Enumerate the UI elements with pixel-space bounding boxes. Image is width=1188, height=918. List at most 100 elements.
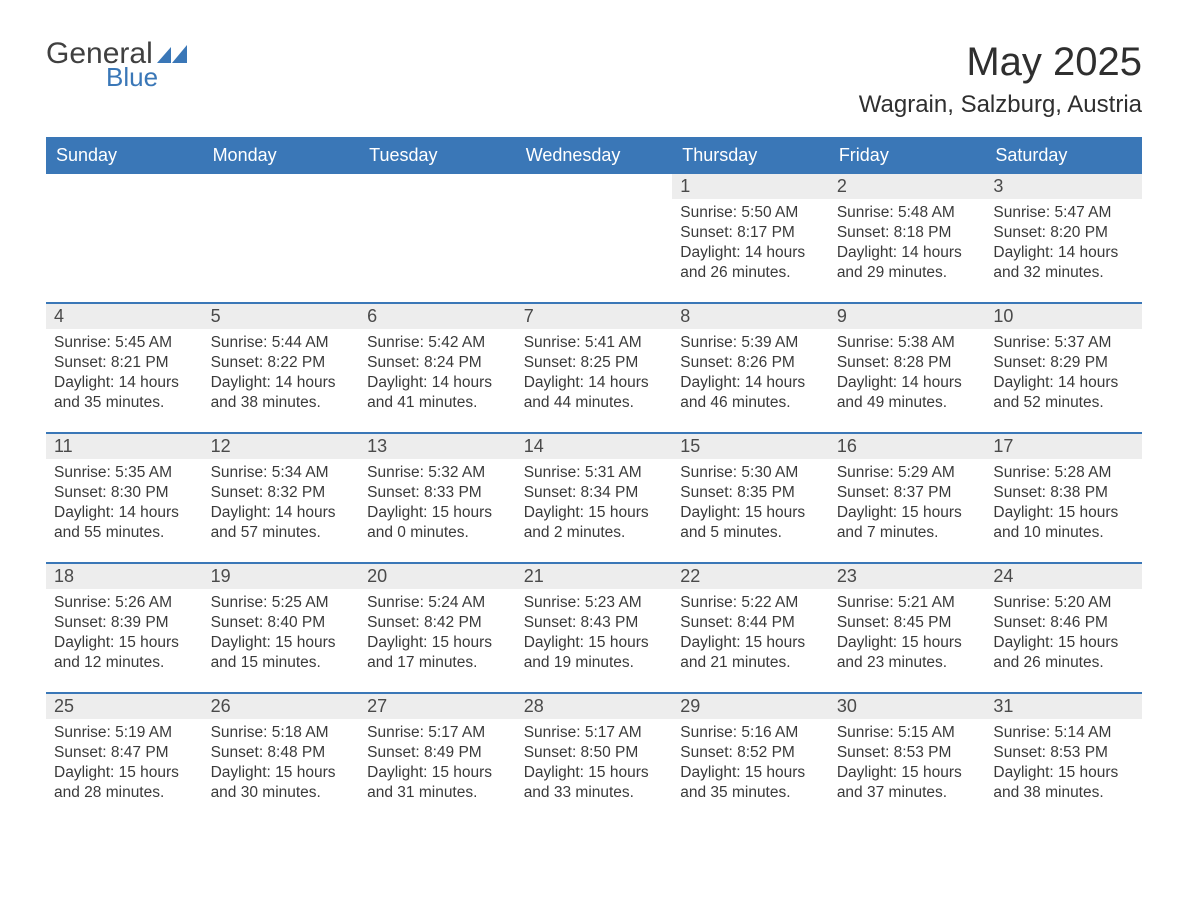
day-content: Sunrise: 5:42 AMSunset: 8:24 PMDaylight:… xyxy=(359,329,516,422)
sunrise-text: Sunrise: 5:48 AM xyxy=(837,203,978,223)
daylight-text: Daylight: 15 hours xyxy=(367,763,508,783)
daylight-text: Daylight: 15 hours xyxy=(524,503,665,523)
sunset-text: Sunset: 8:30 PM xyxy=(54,483,195,503)
day-content: Sunrise: 5:17 AMSunset: 8:50 PMDaylight:… xyxy=(516,719,673,812)
day-content: Sunrise: 5:19 AMSunset: 8:47 PMDaylight:… xyxy=(46,719,203,812)
day-number: 8 xyxy=(672,304,829,329)
sunrise-text: Sunrise: 5:16 AM xyxy=(680,723,821,743)
day-number: 16 xyxy=(829,434,986,459)
calendar-cell: .. xyxy=(203,173,360,303)
day-content: Sunrise: 5:21 AMSunset: 8:45 PMDaylight:… xyxy=(829,589,986,682)
daylight-text: Daylight: 15 hours xyxy=(211,763,352,783)
sunrise-text: Sunrise: 5:17 AM xyxy=(367,723,508,743)
calendar-cell: 6Sunrise: 5:42 AMSunset: 8:24 PMDaylight… xyxy=(359,303,516,433)
daylight-text: and 35 minutes. xyxy=(680,783,821,803)
day-number: 21 xyxy=(516,564,673,589)
daylight-text: Daylight: 15 hours xyxy=(54,763,195,783)
daylight-text: Daylight: 15 hours xyxy=(993,633,1134,653)
sunrise-text: Sunrise: 5:38 AM xyxy=(837,333,978,353)
day-content: Sunrise: 5:26 AMSunset: 8:39 PMDaylight:… xyxy=(46,589,203,682)
daylight-text: and 15 minutes. xyxy=(211,653,352,673)
day-number: 31 xyxy=(985,694,1142,719)
day-header: Thursday xyxy=(672,138,829,173)
title-block: May 2025 Wagrain, Salzburg, Austria xyxy=(859,40,1142,119)
day-content: Sunrise: 5:23 AMSunset: 8:43 PMDaylight:… xyxy=(516,589,673,682)
month-title: May 2025 xyxy=(859,40,1142,85)
sunset-text: Sunset: 8:47 PM xyxy=(54,743,195,763)
daylight-text: Daylight: 14 hours xyxy=(680,243,821,263)
calendar-cell: .. xyxy=(359,173,516,303)
sunset-text: Sunset: 8:46 PM xyxy=(993,613,1134,633)
day-number: 3 xyxy=(985,174,1142,199)
sunrise-text: Sunrise: 5:25 AM xyxy=(211,593,352,613)
daylight-text: Daylight: 14 hours xyxy=(367,373,508,393)
sunrise-text: Sunrise: 5:35 AM xyxy=(54,463,195,483)
daylight-text: and 19 minutes. xyxy=(524,653,665,673)
calendar-cell: 16Sunrise: 5:29 AMSunset: 8:37 PMDayligh… xyxy=(829,433,986,563)
daylight-text: and 33 minutes. xyxy=(524,783,665,803)
sunrise-text: Sunrise: 5:19 AM xyxy=(54,723,195,743)
daylight-text: Daylight: 15 hours xyxy=(680,633,821,653)
sunrise-text: Sunrise: 5:22 AM xyxy=(680,593,821,613)
sunrise-text: Sunrise: 5:39 AM xyxy=(680,333,821,353)
day-number: 28 xyxy=(516,694,673,719)
calendar-row: 25Sunrise: 5:19 AMSunset: 8:47 PMDayligh… xyxy=(46,693,1142,823)
daylight-text: and 5 minutes. xyxy=(680,523,821,543)
sunrise-text: Sunrise: 5:23 AM xyxy=(524,593,665,613)
daylight-text: Daylight: 14 hours xyxy=(54,503,195,523)
calendar-cell: .. xyxy=(516,173,673,303)
day-number: 23 xyxy=(829,564,986,589)
sunset-text: Sunset: 8:18 PM xyxy=(837,223,978,243)
daylight-text: Daylight: 15 hours xyxy=(367,503,508,523)
day-content: Sunrise: 5:38 AMSunset: 8:28 PMDaylight:… xyxy=(829,329,986,422)
sunset-text: Sunset: 8:53 PM xyxy=(993,743,1134,763)
day-content: Sunrise: 5:28 AMSunset: 8:38 PMDaylight:… xyxy=(985,459,1142,552)
calendar-cell: 4Sunrise: 5:45 AMSunset: 8:21 PMDaylight… xyxy=(46,303,203,433)
sunrise-text: Sunrise: 5:50 AM xyxy=(680,203,821,223)
calendar-cell: 22Sunrise: 5:22 AMSunset: 8:44 PMDayligh… xyxy=(672,563,829,693)
calendar-cell: 15Sunrise: 5:30 AMSunset: 8:35 PMDayligh… xyxy=(672,433,829,563)
day-content: Sunrise: 5:15 AMSunset: 8:53 PMDaylight:… xyxy=(829,719,986,812)
calendar-cell: 20Sunrise: 5:24 AMSunset: 8:42 PMDayligh… xyxy=(359,563,516,693)
sunrise-text: Sunrise: 5:34 AM xyxy=(211,463,352,483)
daylight-text: Daylight: 14 hours xyxy=(993,243,1134,263)
sunset-text: Sunset: 8:40 PM xyxy=(211,613,352,633)
daylight-text: and 21 minutes. xyxy=(680,653,821,673)
sunset-text: Sunset: 8:52 PM xyxy=(680,743,821,763)
daylight-text: Daylight: 15 hours xyxy=(680,763,821,783)
sunrise-text: Sunrise: 5:28 AM xyxy=(993,463,1134,483)
daylight-text: and 41 minutes. xyxy=(367,393,508,413)
daylight-text: Daylight: 14 hours xyxy=(211,373,352,393)
calendar-cell: 14Sunrise: 5:31 AMSunset: 8:34 PMDayligh… xyxy=(516,433,673,563)
day-content: Sunrise: 5:30 AMSunset: 8:35 PMDaylight:… xyxy=(672,459,829,552)
sunset-text: Sunset: 8:22 PM xyxy=(211,353,352,373)
day-number: 15 xyxy=(672,434,829,459)
sunset-text: Sunset: 8:49 PM xyxy=(367,743,508,763)
sunrise-text: Sunrise: 5:21 AM xyxy=(837,593,978,613)
daylight-text: and 12 minutes. xyxy=(54,653,195,673)
calendar-cell: 12Sunrise: 5:34 AMSunset: 8:32 PMDayligh… xyxy=(203,433,360,563)
calendar-cell: 24Sunrise: 5:20 AMSunset: 8:46 PMDayligh… xyxy=(985,563,1142,693)
calendar-row: 18Sunrise: 5:26 AMSunset: 8:39 PMDayligh… xyxy=(46,563,1142,693)
sunset-text: Sunset: 8:42 PM xyxy=(367,613,508,633)
day-content: Sunrise: 5:16 AMSunset: 8:52 PMDaylight:… xyxy=(672,719,829,812)
daylight-text: and 38 minutes. xyxy=(993,783,1134,803)
sunrise-text: Sunrise: 5:42 AM xyxy=(367,333,508,353)
sunset-text: Sunset: 8:34 PM xyxy=(524,483,665,503)
daylight-text: and 52 minutes. xyxy=(993,393,1134,413)
day-number: 6 xyxy=(359,304,516,329)
daylight-text: Daylight: 15 hours xyxy=(367,633,508,653)
day-content: Sunrise: 5:34 AMSunset: 8:32 PMDaylight:… xyxy=(203,459,360,552)
calendar-cell: 17Sunrise: 5:28 AMSunset: 8:38 PMDayligh… xyxy=(985,433,1142,563)
day-content: Sunrise: 5:22 AMSunset: 8:44 PMDaylight:… xyxy=(672,589,829,682)
daylight-text: and 32 minutes. xyxy=(993,263,1134,283)
sunrise-text: Sunrise: 5:31 AM xyxy=(524,463,665,483)
sunset-text: Sunset: 8:17 PM xyxy=(680,223,821,243)
sunrise-text: Sunrise: 5:45 AM xyxy=(54,333,195,353)
daylight-text: and 10 minutes. xyxy=(993,523,1134,543)
day-number: 12 xyxy=(203,434,360,459)
day-content: Sunrise: 5:44 AMSunset: 8:22 PMDaylight:… xyxy=(203,329,360,422)
daylight-text: and 2 minutes. xyxy=(524,523,665,543)
calendar-table: SundayMondayTuesdayWednesdayThursdayFrid… xyxy=(46,137,1142,823)
daylight-text: and 31 minutes. xyxy=(367,783,508,803)
